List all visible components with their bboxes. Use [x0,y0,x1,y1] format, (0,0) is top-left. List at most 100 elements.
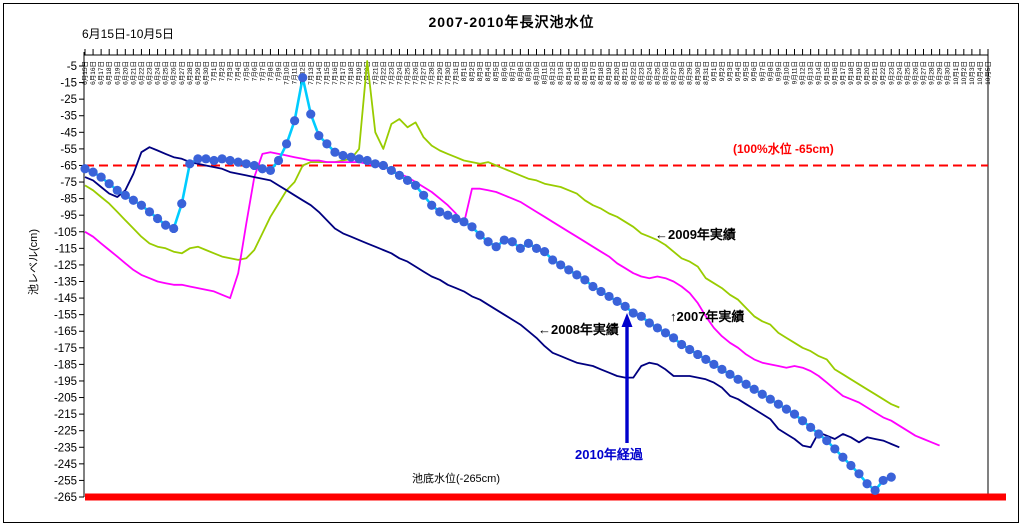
x-tick-label: 7月17日 [339,61,347,85]
data-point-2010年経過 [628,308,638,318]
x-tick-label: 6月18日 [105,61,113,85]
data-point-2010年経過 [789,409,800,419]
annotation-arrowhead-2010 [621,313,633,327]
y-tick-label: -145 [54,293,77,305]
data-point-2010年経過 [209,155,219,166]
data-point-2010年経過 [443,210,453,220]
x-tick-label: 7月28日 [428,61,436,85]
data-point-2010年経過 [636,311,646,321]
data-point-2010年経過 [556,260,566,270]
data-point-2010年経過 [523,238,534,248]
y-tick-label: -95 [60,210,77,222]
x-tick-label: 10月2日 [960,61,968,85]
x-tick-label: 6月21日 [129,61,137,85]
x-tick-label: 7月27日 [420,61,428,85]
x-tick-label: 9月1日 [710,61,718,81]
x-tick-label: 7月11日 [291,61,299,84]
data-point-2010年経過 [709,359,719,369]
y-tick-label: -135 [54,277,77,289]
date-range-label: 6月15日-10月5日 [82,27,175,41]
x-tick-label: 8月11日 [541,61,549,84]
data-point-2010年経過 [136,200,147,210]
x-tick-label: 9月4日 [734,61,742,81]
data-point-2010年経過 [273,155,284,166]
x-tick-label: 8月21日 [621,61,629,85]
x-tick-label: 6月24日 [154,61,162,85]
x-tick-label: 6月23日 [146,61,154,85]
data-point-2010年経過 [394,170,405,181]
x-tick-label: 7月22日 [379,61,387,85]
data-point-2010年経過 [781,404,792,414]
data-point-2010年経過 [644,318,654,328]
x-tick-label: 7月4日 [234,61,242,81]
data-point-2010年経過 [548,255,558,265]
data-point-2010年経過 [838,452,848,462]
data-point-2010年経過 [459,217,469,227]
y-tick-label: -5 [67,61,77,73]
data-point-2010年経過 [201,154,211,164]
data-point-2010年経過 [531,243,542,253]
data-point-2010年経過 [112,185,122,195]
data-point-2010年経過 [338,150,348,161]
x-tick-label: 8月31日 [702,61,710,85]
data-point-2010年経過 [370,159,380,169]
y-tick-label: -185 [54,359,77,371]
data-point-2010年経過 [620,301,630,311]
data-point-2010年経過 [435,207,445,217]
data-point-2010年経過 [515,243,525,253]
x-tick-label: 7月26日 [412,61,420,85]
x-tick-label: 8月7日 [508,61,516,81]
data-point-2010年経過 [717,364,727,374]
y-tick-label: -65 [60,160,77,172]
data-point-2010年経過 [88,167,98,177]
data-point-2010年経過 [217,154,227,164]
y-tick-label: -245 [54,459,77,471]
x-tick-label: 9月27日 [920,61,928,85]
x-tick-label: 8月26日 [662,61,670,85]
x-tick-label: 9月16日 [831,61,839,85]
label-100pct-level: (100%水位 -65cm) [733,141,834,156]
label-2010-series: 2010年経過 [575,447,644,462]
data-point-2010年経過 [814,429,824,439]
y-tick-label: -265 [54,492,77,504]
x-tick-label: 7月21日 [371,61,379,85]
x-tick-label: 9月28日 [928,61,936,85]
data-point-2010年経過 [830,444,840,454]
x-tick-label: 9月15日 [823,61,831,85]
data-point-2010年経過 [596,286,606,297]
y-tick-label: -255 [54,475,77,487]
x-tick-label: 6月22日 [137,61,145,85]
x-tick-label: 9月19日 [855,61,863,85]
x-tick-label: 10月1日 [952,61,960,85]
x-tick-label: 7月12日 [299,61,307,85]
x-tick-label: 7月5日 [242,61,250,81]
x-tick-label: 7月29日 [436,61,444,85]
data-point-2010年経過 [314,131,324,141]
data-point-2010年経過 [346,152,356,162]
x-tick-label: 7月18日 [347,61,355,85]
x-tick-label: 6月29日 [194,61,202,85]
data-point-2010年経過 [410,180,421,190]
data-point-2010年経過 [580,275,590,285]
y-tick-label: -175 [54,343,77,355]
series-line-2008年実績 [84,146,900,449]
y-tick-label: -105 [54,227,77,239]
data-point-2010年経過 [886,472,896,482]
y-tick-label: -15 [60,78,77,90]
x-tick-label: 6月19日 [113,61,121,85]
x-tick-label: 8月14日 [565,61,573,85]
data-point-2010年経過 [330,147,340,157]
x-tick-label: 7月30日 [444,61,452,85]
x-tick-label: 9月7日 [758,61,766,81]
x-tick-label: 7月6日 [250,61,258,81]
x-tick-label: 6月28日 [186,61,194,85]
figure-border [3,3,1019,523]
data-point-2010年経過 [588,281,598,292]
data-point-2010年経過 [806,422,816,432]
data-point-2010年経過 [604,291,614,302]
x-tick-label: 7月2日 [218,61,226,81]
data-point-2010年経過 [306,109,316,119]
data-point-2010年経過 [701,354,711,365]
data-point-2010年経過 [846,460,856,471]
data-point-2010年経過 [144,207,155,217]
